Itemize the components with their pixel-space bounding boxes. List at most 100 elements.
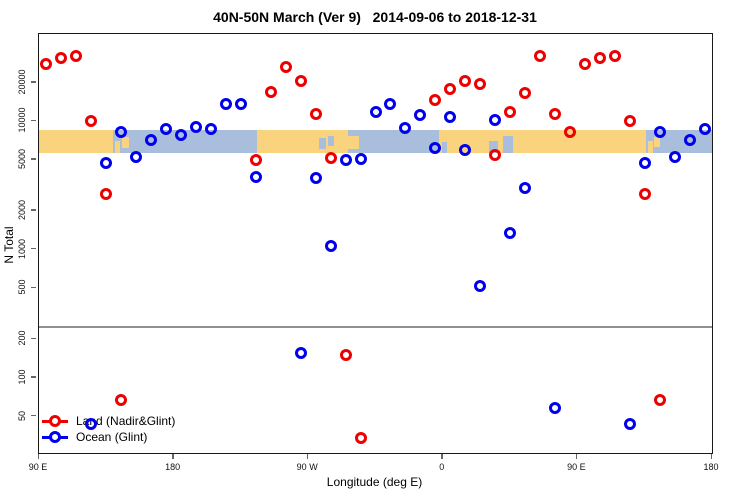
y-tick xyxy=(31,414,36,417)
y-tick-label: 1000 xyxy=(17,238,27,259)
data-point-ocean xyxy=(399,121,412,134)
ocean-marker-icon xyxy=(42,431,68,443)
map-band-land xyxy=(654,136,661,147)
data-point-ocean xyxy=(130,150,143,163)
y-tick xyxy=(31,119,36,122)
data-point-land xyxy=(623,115,636,128)
map-band-water xyxy=(442,142,448,153)
data-point-land xyxy=(563,126,576,139)
y-tick-label: 500 xyxy=(17,279,27,295)
y-tick xyxy=(31,158,36,160)
land-legend-circle-icon xyxy=(49,415,61,427)
map-band-land xyxy=(347,135,360,150)
map-band-land xyxy=(39,129,114,153)
map-band-water xyxy=(318,137,327,150)
data-point-land xyxy=(459,74,472,87)
data-point-ocean xyxy=(234,97,247,110)
data-point-land xyxy=(279,61,292,74)
land-marker-icon xyxy=(42,415,68,427)
data-point-land xyxy=(519,87,532,100)
data-point-land xyxy=(354,432,367,445)
data-point-ocean xyxy=(324,239,337,252)
map-band-water xyxy=(502,135,514,153)
y-tick xyxy=(31,376,36,378)
y-tick xyxy=(31,337,36,340)
x-tick-label: 90 E xyxy=(28,462,48,472)
legend-label-ocean: Ocean (Glint) xyxy=(76,430,148,444)
x-tick xyxy=(710,454,712,459)
y-tick xyxy=(31,209,36,211)
data-point-land xyxy=(593,52,606,65)
x-tick xyxy=(575,454,578,459)
y-tick-label: 100 xyxy=(17,369,27,385)
data-point-land xyxy=(85,115,98,128)
y-tick xyxy=(31,247,36,250)
map-band-land xyxy=(647,141,653,153)
threshold-line xyxy=(39,325,712,328)
data-point-land xyxy=(55,52,68,65)
x-tick-label: 0 xyxy=(439,462,445,472)
map-band-land xyxy=(114,141,120,153)
data-point-land xyxy=(608,49,621,62)
data-point-land xyxy=(264,85,277,98)
y-tick xyxy=(31,286,36,289)
y-tick-label: 10000 xyxy=(17,107,27,133)
y-tick-label: 50 xyxy=(17,410,27,421)
data-point-ocean xyxy=(519,182,532,195)
data-point-land xyxy=(504,105,517,118)
data-point-land xyxy=(474,78,487,91)
data-point-ocean xyxy=(294,347,307,360)
legend-item-ocean: Ocean (Glint) xyxy=(42,429,147,445)
data-point-ocean xyxy=(100,157,113,170)
data-point-land xyxy=(444,82,457,95)
data-point-land xyxy=(489,148,502,161)
data-point-ocean xyxy=(309,172,322,185)
data-point-land xyxy=(638,188,651,201)
data-point-land xyxy=(534,49,546,62)
data-point-ocean xyxy=(175,128,188,141)
data-point-land xyxy=(115,394,128,407)
data-point-land xyxy=(339,349,352,362)
x-tick-label: 180 xyxy=(703,462,719,472)
data-point-ocean xyxy=(354,152,367,165)
data-point-ocean xyxy=(489,113,502,126)
data-point-land xyxy=(249,154,262,166)
data-point-ocean xyxy=(638,157,651,170)
data-point-ocean xyxy=(115,125,128,138)
x-tick-label: 90 E xyxy=(567,462,586,472)
data-point-ocean xyxy=(384,97,397,110)
data-point-ocean xyxy=(204,122,217,135)
legend-label-land: Land (Nadir&Glint) xyxy=(76,414,176,428)
x-tick xyxy=(172,454,174,459)
data-point-land xyxy=(324,151,337,164)
y-tick-label: 20000 xyxy=(17,69,27,95)
data-point-ocean xyxy=(160,122,173,135)
y-tick-label: 5000 xyxy=(17,148,27,170)
data-point-ocean xyxy=(474,280,487,293)
data-point-land xyxy=(40,58,53,71)
map-band-water xyxy=(489,141,499,153)
x-axis-title: Longitude (deg E) xyxy=(326,475,423,489)
data-point-ocean xyxy=(653,125,666,138)
data-point-land xyxy=(578,58,591,71)
data-point-ocean xyxy=(668,150,681,163)
x-tick xyxy=(441,454,443,459)
x-tick xyxy=(37,454,39,459)
data-point-land xyxy=(100,188,113,201)
data-point-ocean xyxy=(504,226,517,239)
y-axis-title: N Total xyxy=(2,226,16,264)
data-point-ocean xyxy=(339,154,352,166)
y-tick xyxy=(31,81,36,83)
x-tick-label: 180 xyxy=(165,462,181,472)
data-point-ocean xyxy=(85,417,98,430)
map-band-water xyxy=(328,135,335,146)
data-point-land xyxy=(309,107,322,120)
x-tick-label: 90 W xyxy=(296,462,318,472)
plot-area xyxy=(38,33,713,454)
map-band-land xyxy=(122,136,129,149)
data-point-ocean xyxy=(459,143,472,156)
data-point-ocean xyxy=(429,142,442,155)
y-tick-label: 2000 xyxy=(17,200,27,221)
data-point-ocean xyxy=(548,402,561,415)
